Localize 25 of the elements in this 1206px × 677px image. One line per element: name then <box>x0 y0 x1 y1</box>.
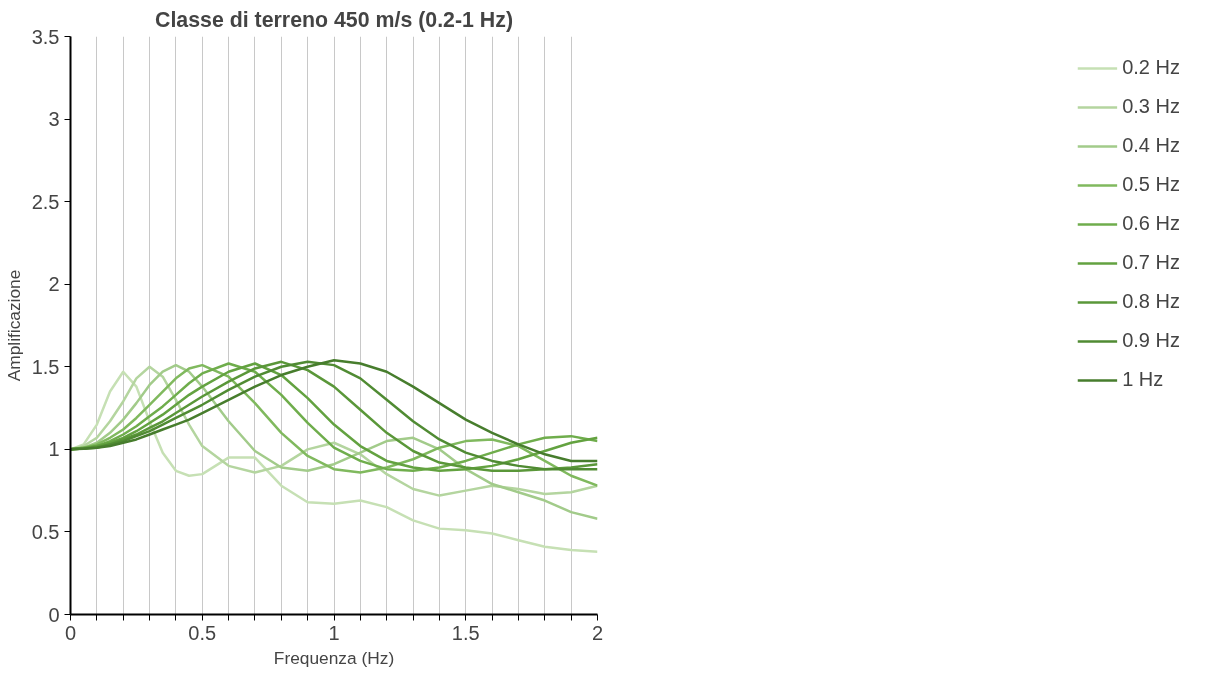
y-tick-label: 3 <box>48 108 60 131</box>
y-tick-label: 3.5 <box>31 25 60 48</box>
x-axis-title: Frequenza (Hz) <box>273 647 395 668</box>
legend-label: 1 Hz <box>1122 368 1164 391</box>
legend-label: 0.8 Hz <box>1122 290 1180 313</box>
x-tick-label: 2 <box>591 621 604 644</box>
y-tick-label: 1.5 <box>31 355 60 378</box>
x-tick-label: 0 <box>64 621 77 644</box>
x-tick-label: 1.5 <box>451 621 480 644</box>
y-tick-label: 0.5 <box>31 520 60 543</box>
legend-label: 0.2 Hz <box>1122 56 1180 79</box>
y-tick-label: 2.5 <box>31 190 60 213</box>
legend-label: 0.4 Hz <box>1122 134 1180 157</box>
legend-label: 0.3 Hz <box>1122 95 1180 118</box>
y-tick-label: 1 <box>48 438 60 461</box>
legend-label: 0.9 Hz <box>1122 329 1180 352</box>
x-tick-label: 1 <box>328 621 340 644</box>
legend-label: 0.6 Hz <box>1122 212 1180 235</box>
y-tick-label: 0 <box>48 603 60 626</box>
chart-title: Classe di terreno 450 m/s (0.2-1 Hz) <box>155 7 514 32</box>
legend-label: 0.7 Hz <box>1122 251 1180 274</box>
x-tick-label: 0.5 <box>188 621 217 644</box>
y-tick-label: 2 <box>48 273 60 296</box>
legend-label: 0.5 Hz <box>1122 173 1180 196</box>
y-axis-title: Amplificazione <box>3 269 24 382</box>
